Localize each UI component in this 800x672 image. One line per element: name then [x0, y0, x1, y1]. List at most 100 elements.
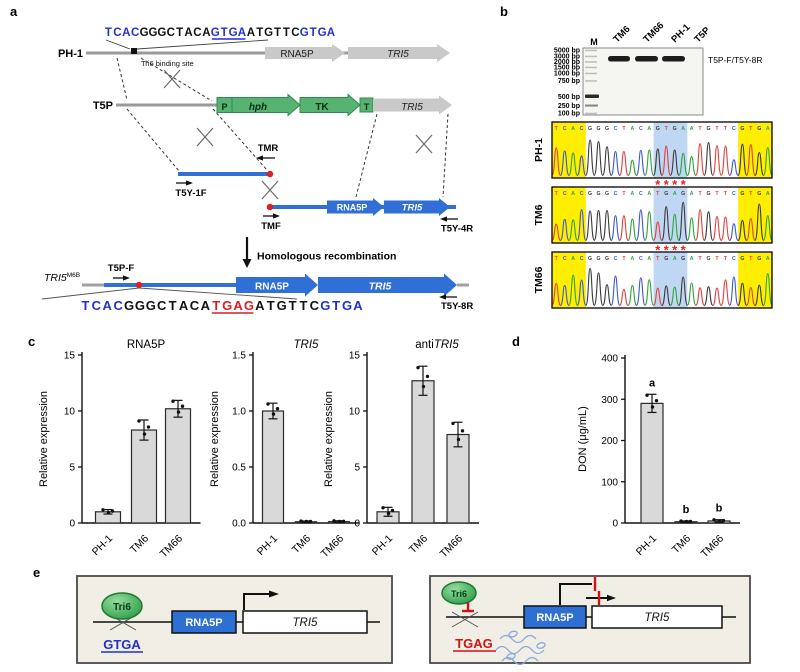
- category-label: PH-1: [370, 533, 396, 559]
- base-call-letter: G: [597, 256, 601, 262]
- trace-peak: [551, 147, 562, 177]
- base-call-letter: G: [656, 126, 660, 132]
- highlight-region: [738, 187, 772, 243]
- category-label: TM6: [670, 533, 693, 556]
- base-call-letter: G: [707, 256, 711, 262]
- gel-band-label: T5P-F/T5Y-8R: [708, 55, 762, 65]
- base-call-letter: T: [555, 126, 559, 132]
- base-call-letter: C: [580, 126, 584, 132]
- gel-marker-size-label: 3000 bp: [554, 54, 580, 61]
- base-call-letter: T: [622, 191, 626, 197]
- seq-bracket-line: [41, 287, 140, 300]
- sequence-base: A: [201, 298, 211, 313]
- data-point: [146, 425, 151, 429]
- sequence-base: G: [342, 298, 352, 313]
- rna5p-label-mid: RNA5P: [337, 203, 368, 213]
- mutation-asterisk: *: [655, 177, 661, 192]
- base-call-letter: G: [597, 126, 601, 132]
- data-point: [684, 519, 689, 524]
- data-point: [416, 365, 420, 370]
- base-call-letter: T: [749, 256, 753, 262]
- gel-lane-label: TM6: [611, 24, 632, 45]
- trace-peak: [703, 211, 714, 242]
- product-name: TRI5M6B: [44, 272, 80, 284]
- tri5-label-2: TRI5: [401, 102, 423, 113]
- trace-peak: [576, 155, 587, 177]
- sequence-base: G: [229, 27, 238, 39]
- trace-peak: [678, 152, 689, 177]
- sequence-base: G: [244, 298, 254, 313]
- sequence-base: T: [212, 298, 220, 313]
- data-point: [332, 519, 336, 523]
- highlight-region: [653, 252, 688, 308]
- gel-ladder-band-250: [585, 104, 598, 107]
- trace-peak: [576, 279, 587, 307]
- gel-ladder-band: [585, 80, 597, 82]
- gel-ladder-band-500: [585, 94, 599, 98]
- sequence-base: C: [291, 27, 299, 39]
- base-call-letter: G: [740, 256, 744, 262]
- base-call-letter: A: [571, 191, 575, 197]
- gel-lane-label-marker: M: [590, 37, 598, 47]
- panel-label-e: e: [33, 565, 40, 580]
- trace-peak: [703, 286, 714, 307]
- gel-pcr-band: [662, 56, 685, 62]
- category-label: PH-1: [255, 533, 281, 559]
- sequence-base: A: [327, 27, 335, 39]
- sequence-base: T: [289, 298, 297, 313]
- sequence-base: G: [157, 27, 166, 39]
- base-call-letter: C: [639, 191, 643, 197]
- trace-peak: [652, 148, 663, 177]
- category-label: PH-1: [634, 533, 660, 559]
- tri6-protein: [101, 592, 143, 620]
- tri6-binding-site-mark: [131, 48, 137, 54]
- base-call-letter: T: [656, 256, 660, 262]
- base-call-letter: G: [681, 191, 685, 197]
- base-call-letter: G: [740, 191, 744, 197]
- bar: [640, 402, 664, 524]
- sequence-base: G: [140, 27, 149, 39]
- panel-label-d: d: [512, 334, 520, 349]
- sequence-base: G: [222, 298, 232, 313]
- trace-peak: [661, 206, 672, 242]
- category-label: PH-1: [90, 533, 116, 559]
- rna5p-blue-arrow-bottom: [236, 273, 318, 297]
- sequence-base: C: [157, 298, 167, 313]
- mutation-asterisk: *: [664, 243, 670, 258]
- tri5-gray-arrow: [348, 44, 450, 62]
- base-call-letter: T: [724, 126, 728, 132]
- data-point: [171, 399, 175, 403]
- bar-chart-3: 0 100 200 300 400 DON (μg/mL) PH-1 a TM6 b TM66 b: [577, 354, 740, 561]
- trace-peak: [568, 274, 579, 307]
- base-call-letter: T: [698, 191, 702, 197]
- chromatogram-border: [551, 186, 773, 244]
- chromatogram-strain-label: TM66: [533, 266, 545, 293]
- trace-peak: [728, 276, 739, 307]
- sequence-base: A: [202, 27, 210, 39]
- data-point: [299, 519, 303, 523]
- data-point: [712, 518, 716, 522]
- base-call-letter: A: [690, 256, 694, 262]
- base-call-letter: T: [698, 256, 702, 262]
- trace-peak: [720, 145, 731, 177]
- data-point: [421, 384, 426, 389]
- sequence-base: T: [267, 298, 275, 313]
- base-call-letter: A: [673, 191, 677, 197]
- category-label: TM66: [699, 533, 727, 561]
- sequence-base: A: [103, 298, 113, 313]
- trace-peak: [602, 209, 612, 242]
- base-call-letter: T: [715, 126, 719, 132]
- base-call-letter: G: [664, 256, 668, 262]
- sequence-base: G: [300, 27, 309, 39]
- sequence-base: A: [233, 298, 243, 313]
- category-label: TM66: [158, 533, 186, 561]
- sequence-base: A: [238, 27, 246, 39]
- base-call-letter: A: [571, 126, 575, 132]
- bar: [164, 408, 192, 524]
- base-call-letter: C: [563, 256, 567, 262]
- trace-peak: [627, 285, 638, 307]
- gel-ladder-band: [585, 66, 597, 69]
